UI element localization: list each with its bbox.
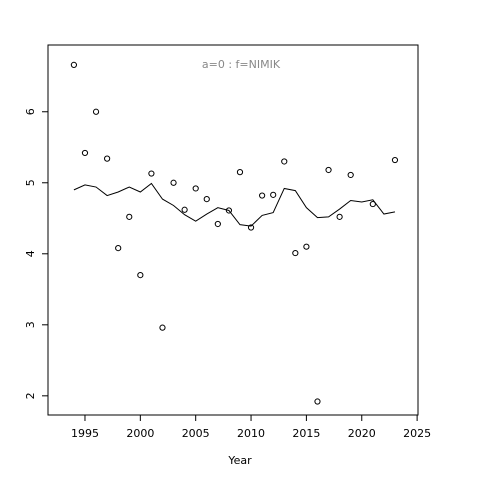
y-tick-label: 6 (24, 108, 37, 115)
point (236, 169, 244, 176)
point (214, 220, 221, 228)
point (92, 108, 100, 115)
point (115, 245, 122, 252)
x-tick-label: 2020 (348, 427, 376, 440)
x-tick-label: 2015 (292, 427, 320, 440)
point (137, 271, 144, 279)
point (181, 206, 188, 213)
y-tick-label: 2 (24, 392, 37, 399)
point (292, 249, 299, 257)
point (369, 200, 376, 208)
point (303, 243, 310, 250)
y-tick-label: 5 (24, 179, 37, 186)
point (391, 156, 399, 164)
x-tick-label: 2000 (126, 427, 154, 440)
point (203, 196, 210, 203)
plot-frame (47, 44, 419, 416)
point (126, 213, 133, 220)
line (73, 182, 396, 227)
point (314, 398, 321, 405)
point (159, 324, 166, 331)
x-tick-label: 1995 (71, 427, 99, 440)
point (192, 185, 199, 192)
point (325, 166, 332, 174)
point (259, 192, 266, 199)
point (70, 61, 78, 68)
point (270, 191, 277, 198)
x-tick-label: 2010 (237, 427, 265, 440)
x-axis-label: Year (227, 454, 252, 467)
point (336, 213, 343, 220)
y-tick-label: 4 (24, 250, 37, 257)
point (247, 224, 255, 231)
x-tick-label: 2025 (403, 427, 431, 440)
point (104, 155, 111, 162)
point (81, 149, 89, 157)
y-tick-label: 3 (24, 321, 37, 328)
chart-title: a=0 : f=NIMIK (202, 58, 281, 71)
point (347, 171, 354, 179)
point (148, 170, 155, 177)
point (225, 207, 233, 214)
x-tick-label: 2005 (182, 427, 210, 440)
point (281, 158, 288, 165)
point (170, 179, 177, 186)
